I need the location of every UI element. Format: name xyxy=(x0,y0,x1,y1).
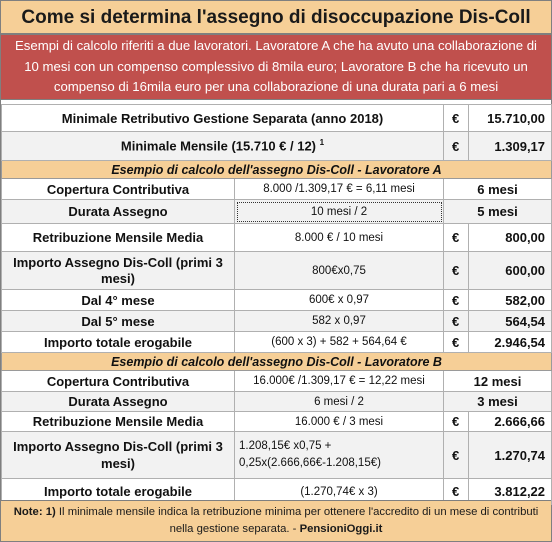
row-label: Retribuzione Mensile Media xyxy=(1,411,235,432)
table-row: Durata Assegno 6 mesi / 2 3 mesi xyxy=(1,391,552,412)
currency-cell: € xyxy=(443,431,470,479)
table-row-minimale: Minimale Retributivo Gestione Separata (… xyxy=(0,104,552,132)
currency-cell: € xyxy=(443,289,470,311)
table-row: Dal 4° mese 600€ x 0,97 € 582,00 xyxy=(1,289,552,311)
table-row-minimale-mensile: Minimale Mensile (15.710 € / 12) 1 € 1.3… xyxy=(0,131,552,161)
row-label: Durata Assegno xyxy=(1,391,235,412)
table-row: Copertura Contributiva 8.000 /1.309,17 €… xyxy=(1,178,552,200)
table-row: Dal 5° mese 582 x 0,97 € 564,54 xyxy=(1,310,552,332)
row-calc: 800€x0,75 xyxy=(233,251,445,290)
minimale-mensile-label: Minimale Mensile (15.710 € / 12) 1 xyxy=(0,131,445,161)
row-value: 600,00 xyxy=(468,251,552,290)
minimale-label: Minimale Retributivo Gestione Separata (… xyxy=(0,104,445,132)
row-label: Copertura Contributiva xyxy=(1,178,235,200)
currency-cell: € xyxy=(443,131,470,161)
currency-cell: € xyxy=(443,310,470,332)
row-label: Durata Assegno xyxy=(1,199,235,224)
row-value: 3 mesi xyxy=(443,391,552,412)
row-calc: 600€ x 0,97 xyxy=(233,289,445,311)
row-value: 5 mesi xyxy=(443,199,552,224)
table-row: Retribuzione Mensile Media 16.000 € / 3 … xyxy=(1,411,552,432)
currency-cell: € xyxy=(443,104,470,132)
selected-cell[interactable]: 10 mesi / 2 xyxy=(233,199,445,224)
row-calc: 1.208,15€ x0,75 + 0,25x(2.666,66€-1.208,… xyxy=(233,431,445,479)
row-calc: 8.000 € / 10 mesi xyxy=(233,223,445,252)
row-calc: (600 x 3) + 582 + 564,64 € xyxy=(233,331,445,353)
footnote-ref: 1 xyxy=(319,138,325,148)
table-row: Importo totale erogabile (600 x 3) + 582… xyxy=(1,331,552,353)
row-calc: 16.000€ /1.309,17 € = 12,22 mesi xyxy=(233,370,445,392)
section-a-heading: Esempio di calcolo dell'assegno Dis-Coll… xyxy=(0,160,552,179)
minimale-value: 15.710,00 xyxy=(468,104,552,132)
section-header-a: Esempio di calcolo dell'assegno Dis-Coll… xyxy=(0,160,552,179)
currency-cell: € xyxy=(443,251,470,290)
row-label: Importo Assegno Dis-Coll (primi 3 mesi) xyxy=(1,431,235,479)
row-label: Dal 4° mese xyxy=(1,289,235,311)
row-value: 12 mesi xyxy=(443,370,552,392)
row-value: 1.270,74 xyxy=(468,431,552,479)
spacer xyxy=(1,99,551,104)
note-number: 1) xyxy=(45,506,56,518)
note-prefix: Note: xyxy=(13,506,43,518)
calculation-table: Minimale Retributivo Gestione Separata (… xyxy=(0,104,552,505)
row-value: 2.666,66 xyxy=(468,411,552,432)
row-label: Retribuzione Mensile Media xyxy=(1,223,235,252)
currency-cell: € xyxy=(443,331,470,353)
row-calc: 16.000 € / 3 mesi xyxy=(233,411,445,432)
currency-cell: € xyxy=(443,223,470,252)
intro-text: Esempi di calcolo riferiti a due lavorat… xyxy=(1,35,551,99)
row-value: 564,54 xyxy=(468,310,552,332)
page-title: Come si determina l'assegno di disoccupa… xyxy=(1,1,551,35)
row-value: 6 mesi xyxy=(443,178,552,200)
section-b-heading: Esempio di calcolo dell'assegno Dis-Coll… xyxy=(0,352,552,371)
row-calc: 582 x 0,97 xyxy=(233,310,445,332)
note-text: Il minimale mensile indica la retribuzio… xyxy=(58,506,539,535)
table-row: Retribuzione Mensile Media 8.000 € / 10 … xyxy=(1,223,552,252)
minimale-mensile-value: 1.309,17 xyxy=(468,131,552,161)
table-row: Importo Assegno Dis-Coll (primi 3 mesi) … xyxy=(1,431,552,479)
row-value: 2.946,54 xyxy=(468,331,552,353)
source-label: PensioniOggi.it xyxy=(299,523,383,535)
table-row: Copertura Contributiva 16.000€ /1.309,17… xyxy=(1,370,552,392)
section-header-b: Esempio di calcolo dell'assegno Dis-Coll… xyxy=(0,352,552,371)
row-calc: 8.000 /1.309,17 € = 6,11 mesi xyxy=(233,178,445,200)
table-row: Importo Assegno Dis-Coll (primi 3 mesi) … xyxy=(1,251,552,290)
row-label: Importo totale erogabile xyxy=(1,331,235,353)
row-label: Dal 5° mese xyxy=(1,310,235,332)
table-row: Durata Assegno 10 mesi / 2 5 mesi xyxy=(1,199,552,224)
row-label: Copertura Contributiva xyxy=(1,370,235,392)
footnote: Note: 1) Il minimale mensile indica la r… xyxy=(1,500,551,541)
row-label: Importo Assegno Dis-Coll (primi 3 mesi) xyxy=(1,251,235,290)
row-calc: 6 mesi / 2 xyxy=(233,391,445,412)
row-value: 582,00 xyxy=(468,289,552,311)
currency-cell: € xyxy=(443,411,470,432)
row-value: 800,00 xyxy=(468,223,552,252)
